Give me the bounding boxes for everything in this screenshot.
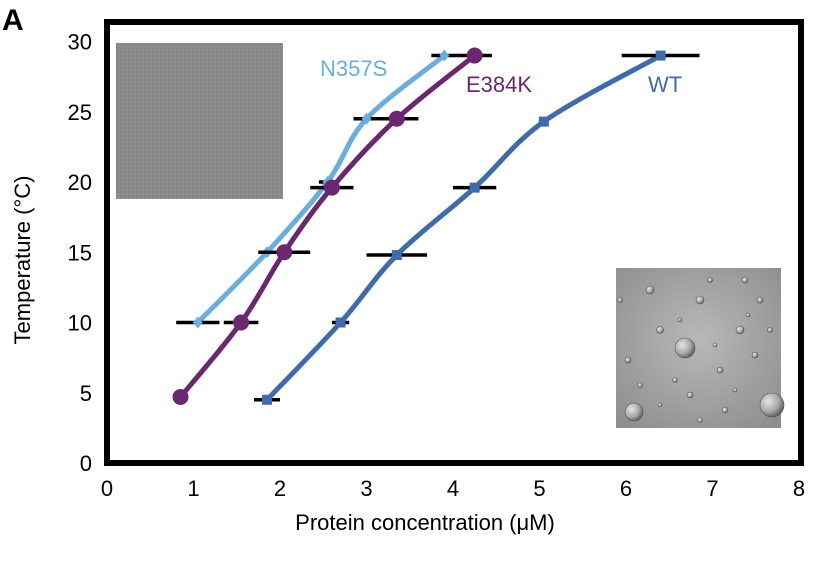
- plot-frame: [104, 19, 804, 466]
- y-tick-label: 15: [68, 240, 92, 265]
- series-line: [264, 53, 664, 403]
- x-axis-title: Protein concentration (μM): [295, 510, 555, 535]
- y-tick-label: 20: [68, 170, 92, 195]
- data-point: [233, 314, 250, 331]
- droplet: [756, 296, 764, 304]
- droplet: [745, 312, 751, 318]
- droplet: [707, 277, 713, 283]
- droplet: [712, 342, 718, 348]
- x-tick-label: 1: [187, 476, 199, 501]
- x-tick-label: 0: [101, 476, 113, 501]
- droplet: [686, 391, 694, 399]
- droplet: [751, 351, 759, 359]
- droplet: [656, 326, 664, 334]
- x-tick-label: 7: [706, 476, 718, 501]
- data-point: [388, 110, 405, 127]
- series-label: E384K: [466, 72, 532, 97]
- data-point: [262, 394, 273, 405]
- inset-droplet-micrograph: [616, 268, 785, 428]
- x-tick-label: 8: [793, 476, 805, 501]
- data-point: [323, 179, 340, 196]
- droplet: [677, 317, 683, 323]
- data-point: [391, 250, 402, 261]
- droplet: [672, 377, 678, 383]
- data-point: [655, 50, 666, 61]
- droplet: [695, 295, 705, 305]
- droplet: [697, 417, 703, 423]
- droplet: [767, 327, 773, 333]
- droplet: [645, 285, 655, 295]
- series-label: WT: [648, 72, 682, 97]
- droplet: [721, 406, 729, 414]
- series-wt: WT: [254, 50, 700, 405]
- series-e384k: E384K: [172, 47, 532, 405]
- droplet: [657, 402, 663, 408]
- data-point: [276, 244, 293, 261]
- series-line: [178, 53, 478, 400]
- droplet: [624, 356, 632, 364]
- x-tick-label: 3: [360, 476, 372, 501]
- droplet: [637, 382, 643, 388]
- data-point: [192, 316, 203, 329]
- data-point: [361, 112, 372, 125]
- panel-label: A: [2, 4, 24, 37]
- insets: [116, 43, 785, 428]
- y-tick-label: 10: [68, 311, 92, 336]
- y-tick-label: 5: [80, 381, 92, 406]
- droplet: [674, 337, 696, 359]
- data-point: [466, 47, 483, 64]
- y-tick-label: 25: [68, 100, 92, 125]
- droplet: [624, 402, 644, 422]
- y-tick-label: 0: [80, 451, 92, 476]
- data-point: [172, 388, 189, 405]
- y-axis-title: Temperature (°C): [10, 176, 35, 345]
- data-point: [469, 182, 480, 193]
- y-tick-label: 30: [68, 30, 92, 55]
- droplet: [735, 325, 745, 335]
- data-point: [538, 116, 549, 127]
- x-tick-label: 5: [533, 476, 545, 501]
- droplet: [759, 392, 785, 418]
- data-point: [335, 317, 346, 328]
- x-tick-label: 2: [274, 476, 286, 501]
- droplet: [732, 387, 738, 393]
- x-tick-label: 6: [620, 476, 632, 501]
- x-tick-label: 4: [447, 476, 459, 501]
- data-point: [439, 49, 450, 62]
- axes: 0 1 2 3 4 5 6 7 8 0 5 10 15 20 25 30: [68, 19, 805, 501]
- droplet: [716, 366, 724, 374]
- droplet: [741, 276, 749, 284]
- droplet: [617, 297, 623, 303]
- series-layer: N357S E384K WT: [172, 47, 700, 405]
- series-label: N357S: [320, 56, 387, 81]
- inset-uniform-micrograph: [116, 43, 283, 199]
- series-n357s: N357S: [176, 49, 458, 329]
